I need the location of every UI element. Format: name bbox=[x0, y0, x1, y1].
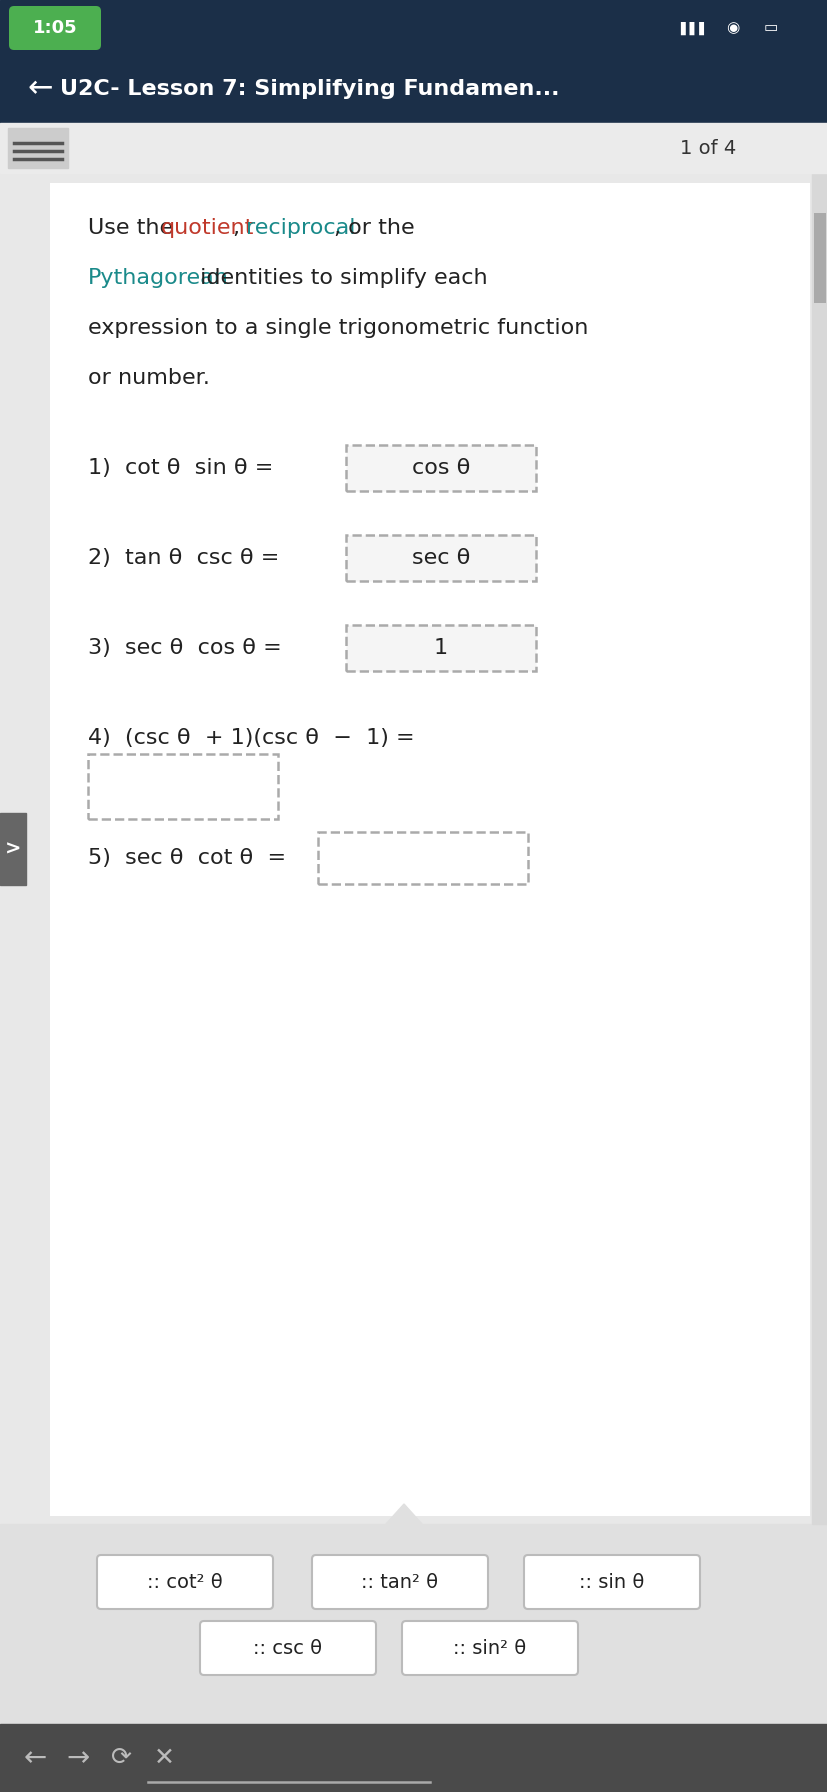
Text: 1)  cot θ  sin θ =: 1) cot θ sin θ = bbox=[88, 459, 273, 478]
Text: →: → bbox=[66, 1744, 89, 1772]
Text: 1 of 4: 1 of 4 bbox=[679, 138, 735, 158]
Text: ,: , bbox=[232, 219, 246, 238]
Text: 5)  sec θ  cot θ  =: 5) sec θ cot θ = bbox=[88, 848, 286, 867]
Text: Pythagorean: Pythagorean bbox=[88, 269, 228, 289]
Bar bbox=[0, 56, 827, 124]
Bar bbox=[0, 814, 26, 885]
Text: :: tan² θ: :: tan² θ bbox=[361, 1573, 438, 1591]
Bar bbox=[346, 625, 535, 670]
Bar bbox=[8, 127, 68, 168]
FancyBboxPatch shape bbox=[312, 1555, 487, 1609]
Polygon shape bbox=[385, 1503, 422, 1523]
Bar bbox=[0, 0, 827, 56]
Bar bbox=[813, 213, 825, 303]
Text: 3)  sec θ  cos θ =: 3) sec θ cos θ = bbox=[88, 638, 281, 658]
Text: reciprocal: reciprocal bbox=[246, 219, 355, 238]
Text: sec θ: sec θ bbox=[411, 548, 470, 568]
Text: quotient: quotient bbox=[160, 219, 254, 238]
Bar bbox=[318, 831, 528, 883]
FancyBboxPatch shape bbox=[523, 1555, 699, 1609]
Text: ✕: ✕ bbox=[153, 1745, 174, 1770]
Bar bbox=[50, 183, 809, 1516]
Text: 1:05: 1:05 bbox=[32, 20, 77, 38]
Text: >: > bbox=[5, 839, 22, 858]
Text: ▭: ▭ bbox=[763, 20, 777, 36]
FancyBboxPatch shape bbox=[200, 1622, 375, 1676]
Text: :: cot² θ: :: cot² θ bbox=[147, 1573, 222, 1591]
Bar bbox=[0, 1724, 827, 1792]
Text: or number.: or number. bbox=[88, 367, 209, 389]
Text: ⟳: ⟳ bbox=[112, 1745, 132, 1770]
Text: ←: ← bbox=[23, 1744, 46, 1772]
Bar bbox=[0, 174, 827, 1523]
FancyBboxPatch shape bbox=[9, 5, 101, 50]
Text: :: sin θ: :: sin θ bbox=[579, 1573, 644, 1591]
Text: ▌▌▌: ▌▌▌ bbox=[679, 22, 708, 34]
Bar bbox=[0, 124, 827, 174]
Text: identities to simplify each: identities to simplify each bbox=[193, 269, 487, 289]
Text: 2)  tan θ  csc θ =: 2) tan θ csc θ = bbox=[88, 548, 279, 568]
Bar bbox=[346, 536, 535, 581]
Bar bbox=[346, 444, 535, 491]
Bar bbox=[0, 1523, 827, 1724]
Text: , or the: , or the bbox=[333, 219, 414, 238]
Text: expression to a single trigonometric function: expression to a single trigonometric fun… bbox=[88, 317, 588, 339]
FancyBboxPatch shape bbox=[402, 1622, 577, 1676]
Text: ◉: ◉ bbox=[725, 20, 739, 36]
Text: :: csc θ: :: csc θ bbox=[253, 1638, 323, 1658]
Bar bbox=[811, 174, 827, 1523]
Text: 1: 1 bbox=[433, 638, 447, 658]
Text: ←: ← bbox=[28, 75, 54, 104]
Text: :: sin² θ: :: sin² θ bbox=[453, 1638, 526, 1658]
FancyBboxPatch shape bbox=[97, 1555, 273, 1609]
Bar bbox=[88, 754, 278, 819]
Text: cos θ: cos θ bbox=[411, 459, 470, 478]
Text: U2C- Lesson 7: Simplifying Fundamen...: U2C- Lesson 7: Simplifying Fundamen... bbox=[60, 79, 559, 99]
Text: 4)  (csc θ  + 1)(csc θ  −  1) =: 4) (csc θ + 1)(csc θ − 1) = bbox=[88, 728, 414, 747]
Text: Use the: Use the bbox=[88, 219, 180, 238]
